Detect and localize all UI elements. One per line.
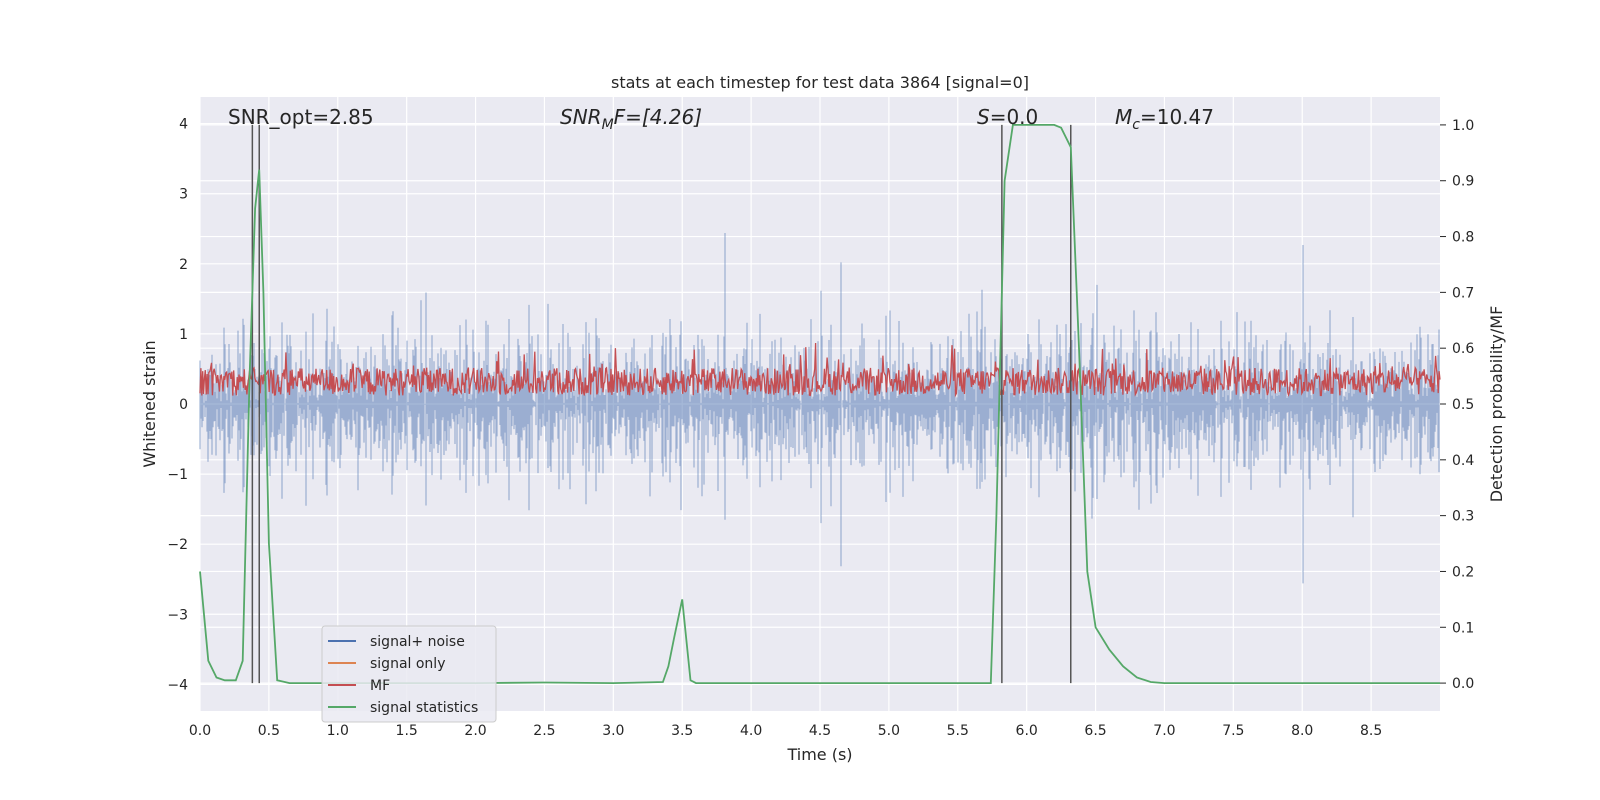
annotation-snr-mf-sub: M <box>602 117 614 133</box>
x-tick-label: 3.5 <box>671 723 693 739</box>
signal-statistics-series <box>199 124 1440 685</box>
signal-noise-series <box>199 233 1440 584</box>
x-tick-label: 7.0 <box>1153 723 1175 739</box>
annotation-mc-label: M <box>1115 105 1132 129</box>
x-tick-label: 8.0 <box>1291 723 1313 739</box>
right-y-tick-label: 0.2 <box>1452 564 1474 580</box>
left-y-tick-label: 4 <box>179 117 188 133</box>
right-y-tick-label: 0.6 <box>1452 341 1474 357</box>
signal-noise-line <box>199 233 1440 584</box>
legend-label-signal-only: signal only <box>370 656 445 672</box>
left-y-tick-label: 3 <box>179 187 188 203</box>
x-tick-label: 5.5 <box>947 723 969 739</box>
legend-box <box>321 625 497 723</box>
annotation-snr-mf-label: SNR <box>560 105 602 129</box>
left-y-tick-label: −4 <box>167 677 188 693</box>
chart-title: stats at each timestep for test data 386… <box>611 73 1029 92</box>
annotation-snr-mf: SNRMF=[4.26] <box>560 105 702 133</box>
right-y-tick-label: 0.9 <box>1452 174 1474 190</box>
x-tick-label: 6.0 <box>1016 723 1038 739</box>
right-y-tick-label: 0.1 <box>1452 620 1474 636</box>
x-tick-label: 5.0 <box>878 723 900 739</box>
right-y-tick-label: 0.3 <box>1452 509 1474 525</box>
legend-label-signal-noise: signal+ noise <box>370 634 465 650</box>
left-y-tick-label: 2 <box>179 257 188 273</box>
annotation-s: S=0.0 <box>977 105 1038 129</box>
left-y-tick-label: −1 <box>167 467 188 483</box>
x-tick-label: 1.5 <box>396 723 418 739</box>
legend-label-mf: MF <box>370 678 390 694</box>
left-y-axis-ticks: 4 3 2 1 0 −1 −2 −3 −4 <box>167 117 188 694</box>
x-tick-label: 3.0 <box>602 723 624 739</box>
left-y-tick-label: −2 <box>167 537 188 553</box>
left-y-axis-label: Whitened strain <box>140 340 159 467</box>
left-y-tick-label: 0 <box>179 397 188 413</box>
vertical-markers <box>251 124 1072 684</box>
x-tick-label: 4.0 <box>740 723 762 739</box>
annotation-mc: Mc=10.47 <box>1115 105 1214 133</box>
right-y-tick-label: 0.5 <box>1452 397 1474 413</box>
x-axis-label: Time (s) <box>786 745 852 764</box>
x-tick-label: 0.0 <box>189 723 211 739</box>
x-tick-label: 2.5 <box>533 723 555 739</box>
mf-series <box>199 342 1441 398</box>
right-y-tick-label: 0.4 <box>1452 453 1474 469</box>
right-y-tick-label: 0.8 <box>1452 230 1474 246</box>
signal-statistics-line <box>199 124 1440 685</box>
legend: signal+ noise signal only MF signal stat… <box>321 625 497 723</box>
mf-line <box>199 342 1441 398</box>
annotation-s-rest: =0.0 <box>990 105 1039 129</box>
right-y-tick-label: 1.0 <box>1452 118 1474 134</box>
left-y-tick-label: −3 <box>167 607 188 623</box>
annotation-s-label: S <box>977 105 990 129</box>
right-y-tick-label: 0.0 <box>1452 676 1474 692</box>
x-tick-label: 2.0 <box>464 723 486 739</box>
right-y-tick-label: 0.7 <box>1452 285 1474 301</box>
x-tick-label: 4.5 <box>809 723 831 739</box>
x-tick-label: 0.5 <box>258 723 280 739</box>
right-y-axis-ticks: 1.0 0.9 0.8 0.7 0.6 0.5 0.4 0.3 0.2 0.1 0.0 <box>1440 118 1474 692</box>
annotation-mc-sub: c <box>1132 117 1140 133</box>
x-tick-label: 7.5 <box>1222 723 1244 739</box>
x-tick-label: 1.0 <box>327 723 349 739</box>
right-y-axis-label: Detection probability/MF <box>1487 306 1506 503</box>
x-tick-label: 8.5 <box>1360 723 1382 739</box>
annotation-snr-opt: SNR_opt=2.85 <box>228 105 374 129</box>
annotation-mc-rest: =10.47 <box>1140 105 1214 129</box>
left-y-tick-label: 1 <box>179 327 188 343</box>
legend-label-signal-statistics: signal statistics <box>370 700 478 716</box>
x-tick-label: 6.5 <box>1084 723 1106 739</box>
x-axis-ticks: 0.0 0.5 1.0 1.5 2.0 2.5 3.0 3.5 4.0 4.5 5.0 5.5 6.0 6… <box>189 723 1382 739</box>
annotation-snr-mf-rest: F=[4.26] <box>614 105 702 129</box>
